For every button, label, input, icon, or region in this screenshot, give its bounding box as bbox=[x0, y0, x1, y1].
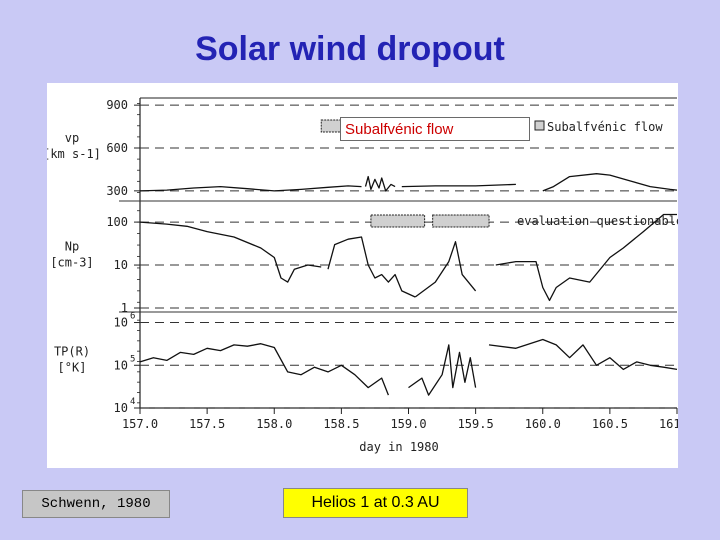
vp-series-segment-2 bbox=[364, 175, 396, 192]
Tp-y-tick-label-1: 10 bbox=[114, 358, 128, 372]
subalfvenic-flow-label: Subalfvénic flow bbox=[340, 117, 530, 141]
Tp-axis-label-line-2: [°K] bbox=[58, 361, 87, 375]
vp-axis-label-line-1: vp bbox=[65, 131, 79, 145]
citation-label: Schwenn, 1980 bbox=[22, 490, 170, 518]
vp-series-segment-1 bbox=[139, 185, 362, 192]
vp-series-segment-3 bbox=[401, 183, 516, 188]
x-tick-label-4: 159.0 bbox=[390, 417, 426, 431]
vp-axis-label-line-2: [km s-1] bbox=[47, 147, 101, 161]
x-axis-label: day in 1980 bbox=[359, 440, 438, 454]
Tp-series-segment-1 bbox=[139, 343, 390, 396]
Np-y-tick-label-1: 10 bbox=[114, 258, 128, 272]
figure: 300 600 900 vp [km s-1] 1 10 100 Np [cm-3] 10 4 10 5 1… bbox=[47, 83, 678, 468]
vp-y-tick-label-1: 600 bbox=[106, 141, 128, 155]
Np-y-tick-label-2: 100 bbox=[106, 215, 128, 229]
Tp-series-segment-2 bbox=[408, 344, 477, 396]
Tp-y-tick-label-0: 10 bbox=[114, 401, 128, 415]
Tp-y-tick-label-2: 10 bbox=[114, 316, 128, 330]
Np-y-tick-label-0: 1 bbox=[121, 301, 128, 315]
x-tick-label-0: 157.0 bbox=[122, 417, 158, 431]
x-tick-label-8: 161.0 bbox=[659, 417, 678, 431]
Np-series-segment-1 bbox=[139, 221, 322, 283]
Np-series-segment-3 bbox=[414, 241, 477, 298]
vp-y-tick-label-0: 300 bbox=[106, 184, 128, 198]
Np-series-segment-2 bbox=[327, 236, 416, 298]
Tp-y-tick-exponent-2: 6 bbox=[130, 312, 135, 322]
vp-y-tick-label-2: 900 bbox=[106, 98, 128, 112]
vp-series-segment-4 bbox=[542, 173, 678, 192]
x-tick-label-6: 160.0 bbox=[525, 417, 561, 431]
Np-axis-label-line-1: Np bbox=[65, 240, 79, 254]
slide-title: Solar wind dropout bbox=[195, 30, 505, 68]
x-tick-label-3: 158.5 bbox=[323, 417, 359, 431]
shaded-bar-2 bbox=[370, 214, 426, 228]
annotation-subalfvenic-flow: Subalfvénic flow bbox=[547, 120, 663, 134]
annotation-legend-swatch bbox=[534, 120, 545, 131]
caption-label: Helios 1 at 0.3 AU bbox=[283, 488, 468, 518]
x-tick-label-2: 158.0 bbox=[256, 417, 292, 431]
Tp-series-segment-3 bbox=[488, 338, 678, 371]
Tp-y-tick-exponent-1: 5 bbox=[130, 354, 135, 364]
Tp-axis-label-line-1: TP(R) bbox=[54, 345, 90, 359]
Tp-y-tick-exponent-0: 4 bbox=[130, 397, 135, 407]
shaded-bar-3 bbox=[432, 214, 490, 228]
x-tick-label-5: 159.5 bbox=[458, 417, 494, 431]
annotation-evaluation-questionable: evaluation questionable bbox=[517, 214, 678, 228]
Np-axis-label-line-2: [cm-3] bbox=[50, 256, 93, 270]
x-tick-label-1: 157.5 bbox=[189, 417, 225, 431]
x-tick-label-7: 160.5 bbox=[592, 417, 628, 431]
Np-series-segment-4 bbox=[495, 213, 677, 302]
